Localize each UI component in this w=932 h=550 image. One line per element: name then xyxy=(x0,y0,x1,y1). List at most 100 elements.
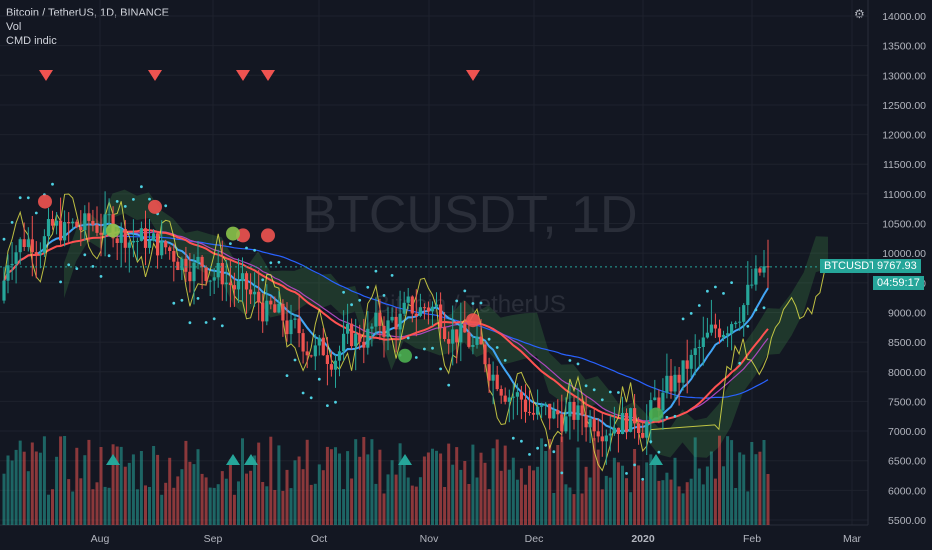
candle-body xyxy=(188,271,192,282)
volume-bar xyxy=(71,491,75,525)
candle-body xyxy=(624,413,629,432)
candle-body xyxy=(443,327,447,339)
volume-bar xyxy=(59,436,63,525)
sar-dot xyxy=(730,281,733,284)
volume-bar xyxy=(313,483,317,525)
time-axis-label: 2020 xyxy=(631,533,655,545)
volume-bar xyxy=(588,477,592,525)
candle-body xyxy=(2,280,6,301)
volume-bar xyxy=(503,445,507,525)
volume-bar xyxy=(237,481,240,525)
candle-body xyxy=(216,263,220,278)
sar-dot xyxy=(26,196,30,200)
volume-bar xyxy=(220,471,224,525)
volume-bar xyxy=(14,449,18,525)
volume-bar xyxy=(42,436,46,525)
candle-body xyxy=(208,280,212,282)
buy-signal-marker xyxy=(398,454,412,465)
volume-bar xyxy=(281,490,285,525)
candle-body xyxy=(426,307,430,312)
candle-body xyxy=(511,396,515,398)
candle-body xyxy=(418,307,422,316)
time-axis-label: Mar xyxy=(843,533,862,545)
volume-bar xyxy=(677,486,681,525)
current-price-tag: 9767.93 xyxy=(873,258,921,273)
gear-icon[interactable]: ⚙ xyxy=(854,7,865,21)
volume-bar xyxy=(119,446,123,525)
price-axis-label: 10000.00 xyxy=(882,248,926,260)
candle-body xyxy=(483,344,487,365)
volume-bar xyxy=(410,485,414,525)
candle-body xyxy=(721,334,726,338)
volume-bar xyxy=(487,489,491,525)
candle-body xyxy=(87,213,91,221)
candle-body xyxy=(119,229,123,243)
candle-body xyxy=(79,227,83,230)
sar-dot xyxy=(608,390,612,394)
volume-bar xyxy=(111,444,115,525)
candle-body xyxy=(657,397,661,411)
candle-body xyxy=(382,325,386,337)
volume-bar xyxy=(232,494,236,525)
volume-bar xyxy=(596,449,600,525)
volume-bar xyxy=(156,454,160,525)
sar-dot xyxy=(220,324,224,328)
candle-body xyxy=(172,251,176,262)
candle-body xyxy=(297,318,301,334)
sar-dot xyxy=(204,321,208,324)
sar-dot xyxy=(59,280,62,284)
volume-bar xyxy=(600,489,604,525)
volume-bar xyxy=(241,438,244,525)
volume-bar xyxy=(55,456,59,525)
indicator-vol-label[interactable]: Vol xyxy=(6,21,22,33)
volume-bar xyxy=(426,452,430,525)
candle-body xyxy=(552,410,556,419)
volume-bar xyxy=(584,466,588,525)
volume-bar xyxy=(742,454,746,525)
candle-body xyxy=(713,324,717,329)
sar-dot xyxy=(83,253,87,257)
candle-body xyxy=(277,303,281,313)
volume-bar xyxy=(51,489,54,525)
candle-body xyxy=(709,324,713,333)
candle-body xyxy=(689,354,693,369)
candle-body xyxy=(147,240,152,248)
sar-dot xyxy=(471,302,475,305)
candle-body xyxy=(673,374,677,392)
volume-bar xyxy=(358,456,362,525)
candle-body xyxy=(236,281,241,290)
candle-body xyxy=(152,233,156,241)
sar-dot xyxy=(423,347,426,351)
price-axis-label: 7500.00 xyxy=(888,396,926,408)
volume-bar xyxy=(22,451,26,525)
indicator-cmd-label[interactable]: CMD indic xyxy=(6,35,57,47)
volume-bar xyxy=(285,469,289,525)
volume-bar xyxy=(79,478,83,525)
candle-body xyxy=(527,411,532,413)
volume-bar xyxy=(519,468,523,525)
volume-bar xyxy=(705,466,709,525)
candle-body xyxy=(253,291,257,295)
candles xyxy=(2,191,770,465)
volume-bar xyxy=(188,461,192,526)
candle-body xyxy=(633,408,637,424)
volume-bar xyxy=(123,466,127,525)
volume-bar xyxy=(657,480,661,525)
candle-body xyxy=(71,221,75,224)
sar-dot xyxy=(132,198,135,201)
candle-body xyxy=(75,221,79,228)
volume-bar xyxy=(216,484,220,525)
candle-body xyxy=(422,307,426,309)
candle-body xyxy=(402,302,406,314)
volume-bar xyxy=(491,448,495,525)
candle-body xyxy=(240,273,245,282)
volume-bar xyxy=(463,461,467,525)
volume-bar xyxy=(552,493,556,525)
volume-bar xyxy=(685,482,689,525)
candle-body xyxy=(269,300,273,305)
candle-body xyxy=(220,263,224,285)
sar-dot xyxy=(382,294,386,297)
signal-dot xyxy=(649,407,663,422)
candle-body xyxy=(321,337,325,356)
